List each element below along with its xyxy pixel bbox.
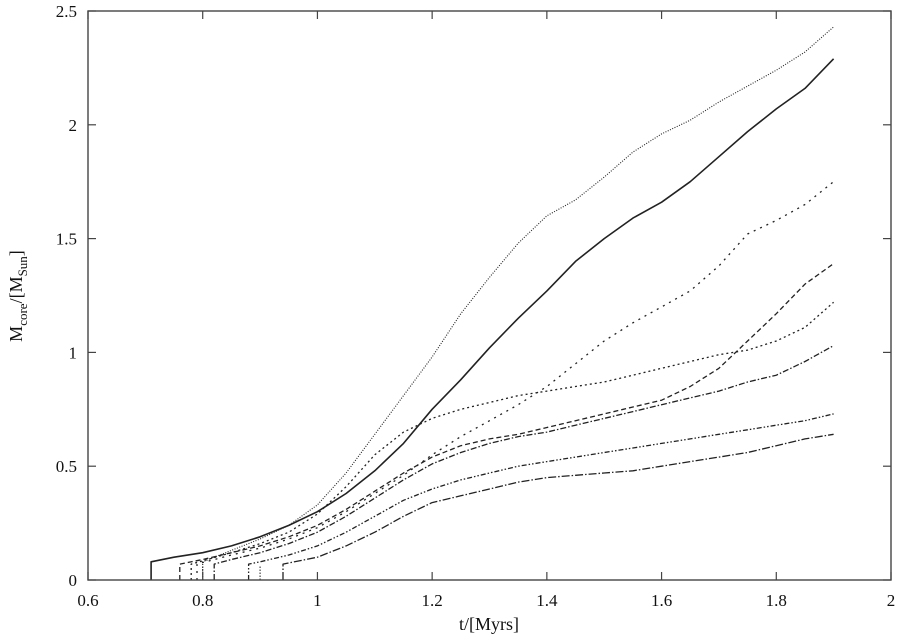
line-sparse-dotted: [196, 181, 835, 580]
line-dash-dot-dot: [247, 413, 834, 580]
series-dashed: [179, 263, 834, 580]
line-dashed: [179, 263, 834, 580]
series-fine-dotted: [202, 26, 834, 580]
x-tick-label: 1.2: [422, 591, 443, 610]
x-tick-label: 1.6: [651, 591, 672, 610]
series-dash-dot-dot: [247, 413, 834, 580]
y-tick-label: 1.5: [56, 230, 77, 249]
y-tick-label: 0.5: [56, 457, 77, 476]
y-tick-label: 2.5: [56, 2, 77, 21]
series-solid: [150, 58, 835, 580]
tick-labels: 0.6 0.8 1 1.2 1.4 1.6 1.8 2 0 0.5 1 1.5 2 2.5: [56, 2, 896, 610]
line-long-dash-dot: [282, 433, 834, 580]
y-axis-label: Mcore/[MSun]: [6, 250, 30, 342]
x-tick-label: 1: [313, 591, 322, 610]
series-dash-dot: [213, 345, 834, 580]
plot-frame: [87, 10, 892, 581]
x-tick-label: 0.8: [192, 591, 213, 610]
x-axis-label: t/[Myrs]: [459, 614, 519, 634]
series-layer: [150, 26, 835, 580]
line-dash-dot: [213, 345, 834, 580]
line-solid: [150, 58, 835, 580]
x-tick-label: 1.4: [536, 591, 558, 610]
x-tick-label: 1.8: [766, 591, 787, 610]
axes: [87, 10, 892, 581]
x-tick-label: 2: [887, 591, 896, 610]
line-fine-dotted: [202, 26, 834, 580]
y-tick-label: 0: [69, 571, 78, 590]
y-tick-label: 1: [69, 343, 78, 362]
line-dense-dotted: [190, 301, 835, 580]
series-dense-dotted: [190, 301, 835, 580]
y-tick-label: 2: [69, 116, 78, 135]
series-sparse-dotted: [196, 181, 835, 580]
series-long-dash-dot: [282, 433, 834, 580]
x-tick-label: 0.6: [77, 591, 98, 610]
